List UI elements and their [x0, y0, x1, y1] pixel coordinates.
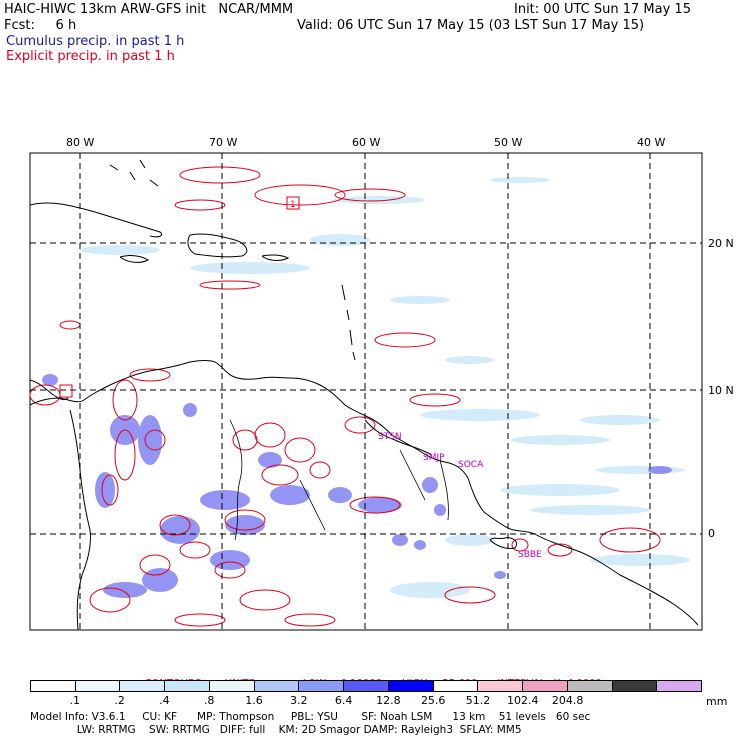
model-title: HAIC-HIWC 13km ARW-GFS init NCAR/MMM [4, 2, 294, 17]
lon-label-60w: 60 W [352, 136, 380, 149]
colorbar-swatch-5 [254, 681, 300, 691]
colorbar-ticks: .1 .2 .4 .8 1.6 3.2 6.4 12.8 25.6 51.2 102.4 204.8 [30, 694, 702, 708]
station-smjp: SMJP [423, 453, 445, 463]
lat-label-10n: 10 N [708, 384, 734, 397]
init-time: Init: 00 UTC Sun 17 May 15 [514, 2, 691, 17]
lon-label-40w: 40 W [637, 136, 665, 149]
forecast-hour: Fcst: 6 h [4, 18, 77, 33]
colorbar-swatch-8 [388, 681, 434, 691]
coastlines [29, 159, 699, 631]
colorbar-tick-label: .1 [69, 694, 81, 707]
colorbar-swatch-9 [433, 681, 479, 691]
colorbar-swatch-3 [165, 681, 210, 691]
valid-time: Valid: 06 UTC Sun 17 May 15 (03 LST Sun … [297, 18, 645, 33]
cumulus-precip-legend: Cumulus precip. in past 1 h [6, 34, 185, 49]
colorbar-tick-label: 1.6 [245, 694, 263, 707]
map-frame [29, 152, 703, 631]
max-marker-box [286, 196, 300, 210]
graticule [30, 153, 702, 630]
colorbar-swatch-1 [75, 681, 121, 691]
colorbar-tick-label: .2 [114, 694, 125, 707]
colorbar-swatch-6 [299, 681, 345, 691]
station-sbbe: SBBE [518, 550, 542, 560]
colorbar-swatch-10 [478, 681, 524, 691]
model-info-line2: LW: RRTMG SW: RRTMG DIFF: full KM: 2D Sm… [30, 724, 522, 736]
lon-label-80w: 80 W [66, 136, 94, 149]
colorbar-tick-label: 204.8 [551, 694, 584, 707]
colorbar-swatch-14 [657, 681, 702, 691]
lat-label-20n: 20 N [708, 237, 734, 250]
max-marker-box-2 [59, 384, 73, 398]
colorbar-swatch-13 [612, 681, 658, 691]
lon-label-50w: 50 W [494, 136, 522, 149]
station-soca: SOCA [458, 460, 484, 470]
colorbar-swatch-11 [523, 681, 568, 691]
max-marker-label: 1 [290, 200, 296, 210]
colorbar-tick-label: 3.2 [290, 694, 308, 707]
explicit-precip-contours [29, 166, 661, 627]
colorbar-swatch-2 [120, 681, 166, 691]
colorbar-unit: mm [706, 695, 728, 708]
light-precip-areas [80, 177, 690, 598]
colorbar-tick-label: .4 [159, 694, 170, 707]
colorbar-tick-label: 102.4 [507, 694, 539, 707]
station-stsn: STSN [378, 432, 402, 442]
explicit-precip-legend: Explicit precip. in past 1 h [6, 49, 175, 64]
lat-label-equator: 0 [708, 527, 715, 540]
precip-colorbar [30, 680, 702, 692]
colorbar-swatch-7 [344, 681, 389, 691]
colorbar-swatch-4 [209, 681, 255, 691]
colorbar-tick-label: 25.6 [420, 694, 446, 707]
lon-label-70w: 70 W [209, 136, 237, 149]
colorbar-tick-label: 51.2 [465, 694, 491, 707]
model-info-line1: Model Info: V3.6.1 CU: KF MP: Thompson P… [30, 711, 591, 723]
colorbar-swatch-0 [31, 681, 76, 691]
colorbar-swatch-12 [567, 681, 613, 691]
colorbar-tick-label: 12.8 [376, 694, 401, 707]
colorbar-tick-label: 6.4 [334, 694, 353, 707]
colorbar-tick-label: .8 [203, 694, 215, 707]
